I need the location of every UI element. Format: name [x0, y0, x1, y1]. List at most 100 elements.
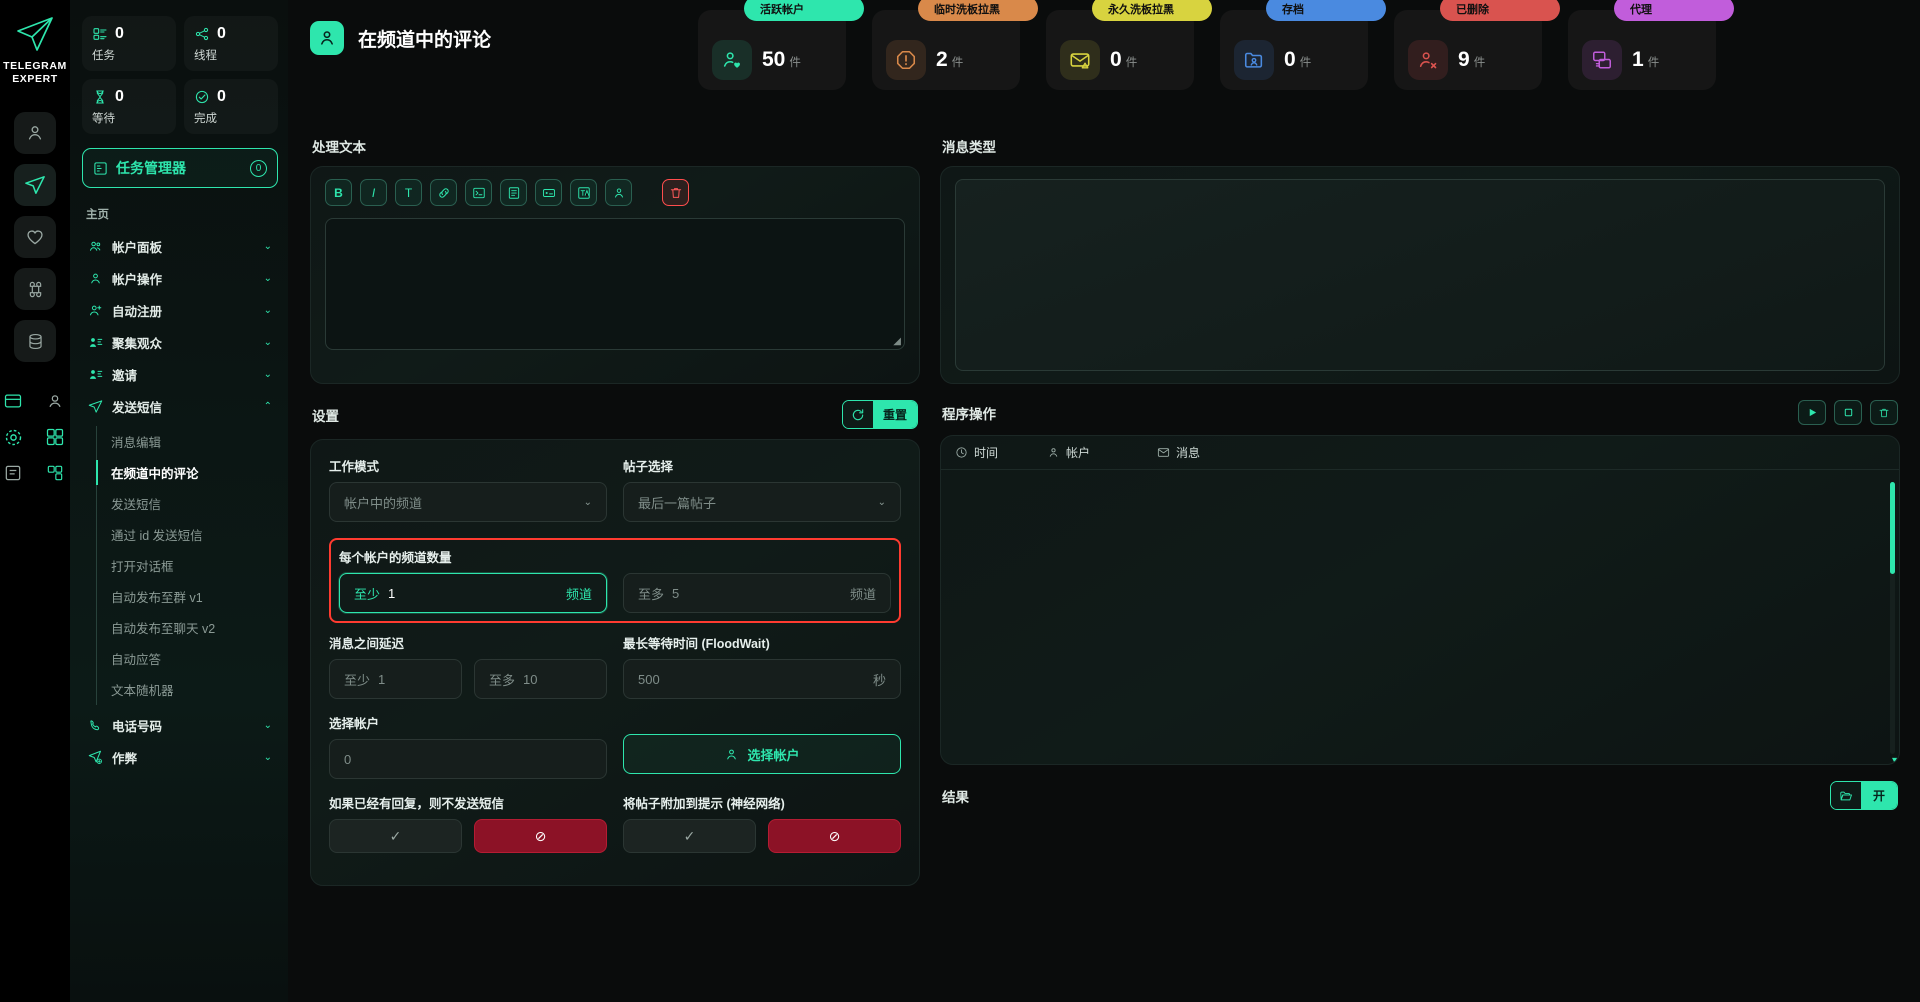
- task-manager-button[interactable]: 任务管理器 0: [82, 148, 278, 188]
- rail-buttons: [14, 112, 56, 363]
- work-mode-select[interactable]: 帐户中的频道 ⌄: [329, 482, 607, 522]
- msgtype-section-title: 消息类型: [942, 140, 996, 155]
- rail-list-icon[interactable]: [0, 460, 26, 486]
- operation-buttons: [1798, 400, 1898, 425]
- spin-button[interactable]: [465, 179, 492, 206]
- field-label: 消息之间延迟: [329, 637, 405, 651]
- rail-command-icon[interactable]: [14, 268, 56, 311]
- link-button[interactable]: [430, 179, 457, 206]
- subnav-item-channel-comment[interactable]: 在频道中的评论: [96, 457, 278, 488]
- settings-account-grid: 选择帐户 0 选择帐户: [329, 713, 901, 793]
- sidebar-item-account-actions[interactable]: 帐户操作 ⌄: [82, 262, 278, 294]
- rail-account-icon[interactable]: [14, 112, 56, 155]
- rail-grid-icon[interactable]: [42, 460, 68, 486]
- select-account-input[interactable]: 0: [329, 739, 607, 779]
- stop-button[interactable]: [1834, 400, 1862, 425]
- page-header: 在频道中的评论: [288, 0, 1920, 62]
- folder-open-icon: [1830, 782, 1861, 809]
- kpi-badge: 活跃帐户: [744, 0, 864, 21]
- brand-name: TELEGRAM EXPERT: [3, 60, 67, 86]
- task-manager-icon: [93, 161, 108, 176]
- no-send-no-toggle[interactable]: ⊘: [474, 819, 607, 853]
- chevron-down-icon: ⌄: [263, 719, 272, 731]
- rail-person-badge-icon[interactable]: [42, 388, 68, 414]
- table-scrollbar[interactable]: [1890, 482, 1895, 754]
- translate-button[interactable]: [570, 179, 597, 206]
- editor-textarea[interactable]: ◢: [325, 218, 905, 350]
- rail-database-icon[interactable]: [14, 320, 56, 363]
- delay-max-input[interactable]: 至多 10: [474, 659, 607, 699]
- table-scroll-thumb[interactable]: [1890, 482, 1895, 574]
- attach-post-yes-toggle[interactable]: ✓: [623, 819, 756, 853]
- channels-min-input[interactable]: 至少 1 频道: [339, 573, 607, 613]
- operations-table-panel: 时间 帐户 消息 ▾: [940, 435, 1900, 765]
- text-editor-panel: B I T: [310, 166, 920, 384]
- sidebar-item-invite[interactable]: 邀请 ⌄: [82, 358, 278, 390]
- italic-button[interactable]: I: [360, 179, 387, 206]
- subnav-item-autopost-chat-v2[interactable]: 自动发布至聊天 v2: [111, 622, 216, 636]
- rail-card-icon[interactable]: [0, 388, 26, 414]
- delete-button[interactable]: [662, 179, 689, 206]
- kpi-unit: 件: [1125, 57, 1138, 69]
- kpi-unit: 件: [1647, 57, 1660, 69]
- sidebar-item-auto-register[interactable]: 自动注册 ⌄: [82, 294, 278, 326]
- subnav-item-autopost-group-v1[interactable]: 自动发布至群 v1: [111, 591, 203, 605]
- subnav-item-auto-reply[interactable]: 自动应答: [111, 653, 162, 667]
- delay-min-value: 1: [378, 671, 386, 687]
- message-type-area[interactable]: [955, 179, 1885, 371]
- document-button[interactable]: [500, 179, 527, 206]
- reset-button[interactable]: 重置: [841, 400, 918, 429]
- delay-min-input[interactable]: 至少 1: [329, 659, 462, 699]
- text-button[interactable]: T: [395, 179, 422, 206]
- channels-max-value: 5: [672, 585, 680, 601]
- scroll-down-icon[interactable]: ▾: [1891, 755, 1897, 765]
- column-message[interactable]: 消息: [1157, 444, 1200, 461]
- select-account-button[interactable]: 选择帐户: [623, 734, 901, 774]
- column-time[interactable]: 时间: [955, 444, 1047, 461]
- kpi-unit: 件: [1473, 57, 1486, 69]
- media-button[interactable]: [535, 179, 562, 206]
- post-select-select[interactable]: 最后一篇帖子 ⌄: [623, 482, 901, 522]
- rail-apps-icon[interactable]: [42, 424, 68, 450]
- post-select-value: 最后一篇帖子: [638, 495, 717, 511]
- sidebar-item-cheat[interactable]: 作弊 ⌄: [82, 741, 278, 773]
- open-results-button[interactable]: 开: [1829, 781, 1898, 810]
- field-no-send-if-replied: 如果已经有回复，则不发送短信 ✓ ⊘: [329, 793, 607, 853]
- user-icon: [88, 271, 103, 286]
- kpi-value: 50: [762, 48, 786, 71]
- subnav-item-send-by-id[interactable]: 通过 id 发送短信: [111, 529, 203, 543]
- subnav-item-message-edit[interactable]: 消息编辑: [111, 436, 162, 450]
- settings-top-grid: 工作模式 帐户中的频道 ⌄ 帖子选择 最后一篇帖子 ⌄: [329, 456, 901, 536]
- rail-heart-icon[interactable]: [14, 216, 56, 259]
- attach-post-no-toggle[interactable]: ⊘: [768, 819, 901, 853]
- rail-send-icon[interactable]: [14, 164, 56, 207]
- sidebar: 0 任务 0 线程 0 等: [70, 0, 288, 1002]
- field-select-account: 选择帐户 0: [329, 713, 607, 779]
- clear-button[interactable]: [1870, 400, 1898, 425]
- sidebar-item-label: 自动注册: [112, 304, 163, 319]
- chevron-down-icon: ⌄: [263, 304, 272, 316]
- resize-handle-icon[interactable]: ◢: [893, 336, 901, 347]
- sidebar-item-gather-audience[interactable]: 聚集观众 ⌄: [82, 326, 278, 358]
- sidebar-item-account-panel[interactable]: 帐户面板 ⌄: [82, 230, 278, 262]
- mention-button[interactable]: [605, 179, 632, 206]
- sidebar-item-send-message[interactable]: 发送短信 ⌃: [82, 390, 278, 422]
- user-list-icon: [88, 335, 103, 350]
- subnav-item-open-dialog[interactable]: 打开对话框: [111, 560, 174, 574]
- subnav-item-send-sms[interactable]: 发送短信: [111, 498, 162, 512]
- field-post-select: 帖子选择 最后一篇帖子 ⌄: [623, 456, 901, 522]
- kpi-badge: 代理: [1614, 0, 1734, 21]
- run-button[interactable]: [1798, 400, 1826, 425]
- bold-button[interactable]: B: [325, 179, 352, 206]
- flood-wait-input[interactable]: 500 秒: [623, 659, 901, 699]
- message-icon: [1157, 446, 1170, 459]
- user-list-icon: [88, 367, 103, 382]
- channels-max-input[interactable]: 至多 5 频道: [623, 573, 891, 613]
- subnav-item-text-randomizer[interactable]: 文本随机器: [111, 684, 174, 698]
- rail-settings-icon[interactable]: [0, 424, 26, 450]
- no-send-yes-toggle[interactable]: ✓: [329, 819, 462, 853]
- column-account[interactable]: 帐户: [1047, 444, 1157, 461]
- sidebar-item-phone-numbers[interactable]: 电话号码 ⌄: [82, 709, 278, 741]
